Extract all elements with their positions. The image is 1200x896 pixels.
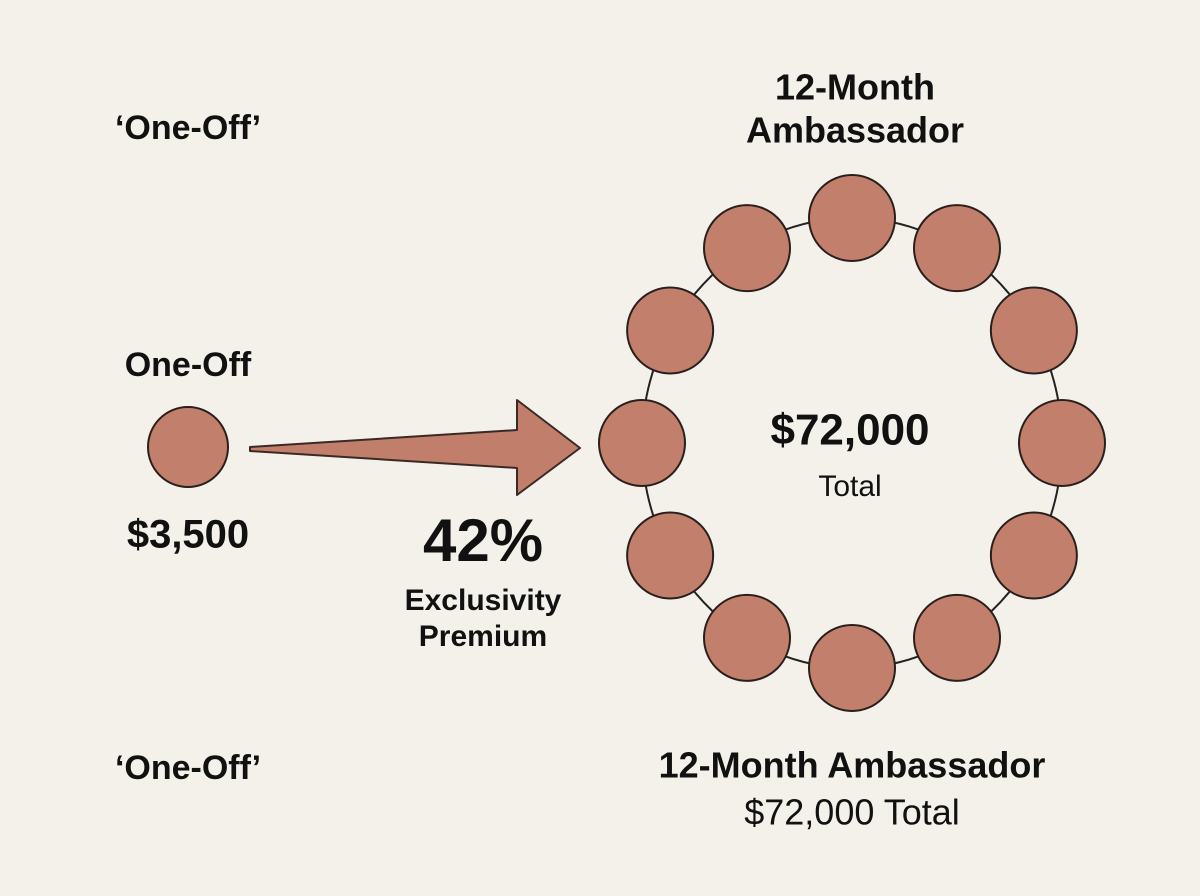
one-off-price: $3,500 (127, 513, 249, 557)
bead (626, 286, 715, 375)
top-left-label: ‘One-Off’ (115, 109, 261, 147)
bead (808, 624, 896, 712)
bead (913, 593, 1001, 682)
bottom-left-label: ‘One-Off’ (115, 749, 261, 787)
right-title-line: 12-Month (775, 67, 935, 108)
center-value: $72,000 (770, 406, 929, 455)
center-caption: Total (818, 470, 881, 503)
bottom-right-title: 12-Month Ambassador (659, 745, 1046, 786)
one-off-label: One-Off (125, 346, 252, 384)
bead (626, 511, 715, 600)
bead (913, 204, 1001, 293)
right-title-line: Ambassador (746, 110, 964, 151)
bead (808, 174, 896, 262)
bottom-right-caption: $72,000 Total (744, 792, 960, 833)
bead (598, 399, 686, 487)
premium-label: Exclusivity (405, 584, 562, 617)
premium-value: 42% (423, 507, 543, 574)
arrow (249, 399, 581, 496)
bead-ring (598, 174, 1106, 712)
bead (1018, 399, 1106, 487)
bead (989, 286, 1078, 375)
bead (703, 593, 791, 682)
premium-label: Premium (419, 620, 547, 653)
single-bead (147, 406, 229, 488)
bead (703, 204, 791, 293)
bead (989, 511, 1078, 600)
